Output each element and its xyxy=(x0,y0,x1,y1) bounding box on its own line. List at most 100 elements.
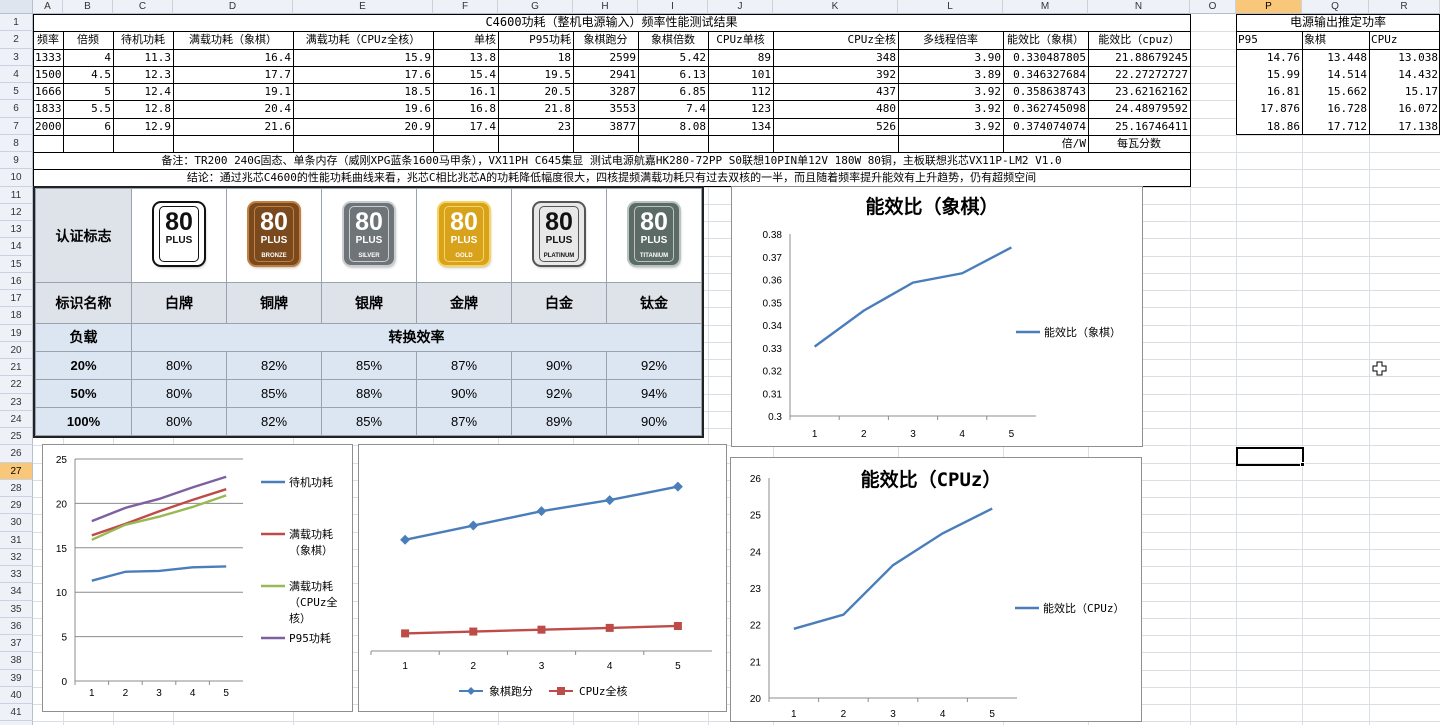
data-cell[interactable]: 348 xyxy=(773,48,898,66)
psu-column-label[interactable]: P95 xyxy=(1236,31,1302,49)
row-header[interactable]: 9 xyxy=(0,152,33,170)
column-header[interactable]: Q xyxy=(1302,0,1369,14)
row-header[interactable]: 28 xyxy=(0,479,33,497)
row-header[interactable]: 30 xyxy=(0,514,33,532)
data-cell[interactable]: 18 xyxy=(498,48,573,66)
data-cell[interactable]: 19.6 xyxy=(293,100,433,118)
column-header[interactable]: R xyxy=(1369,0,1440,14)
psu-cell[interactable]: 13.448 xyxy=(1302,48,1369,66)
psu-cell[interactable]: 15.17 xyxy=(1369,83,1440,101)
psu-cell[interactable]: 17.876 xyxy=(1236,100,1302,118)
psu-column-label[interactable]: CPUz xyxy=(1369,31,1440,49)
data-cell[interactable]: 3553 xyxy=(573,100,638,118)
row-header[interactable]: 18 xyxy=(0,307,33,325)
data-cell[interactable]: 112 xyxy=(708,83,773,101)
row-header[interactable]: 33 xyxy=(0,566,33,584)
column-header[interactable]: L xyxy=(898,0,1003,14)
row-header[interactable]: 11 xyxy=(0,186,33,204)
column-header[interactable]: P xyxy=(1236,0,1302,14)
column-label[interactable]: CPUz全核 xyxy=(773,31,898,49)
unit-label[interactable]: 倍/W xyxy=(1003,134,1088,152)
row-header[interactable]: 5 xyxy=(0,83,33,101)
column-label[interactable]: 象棋倍数 xyxy=(638,31,708,49)
data-cell[interactable]: 3877 xyxy=(573,117,638,135)
data-cell[interactable]: 89 xyxy=(708,48,773,66)
data-cell[interactable]: 11.3 xyxy=(113,48,173,66)
row-header[interactable]: 35 xyxy=(0,600,33,618)
row-header[interactable]: 32 xyxy=(0,548,33,566)
psu-cell[interactable]: 16.81 xyxy=(1236,83,1302,101)
data-cell[interactable]: 8.08 xyxy=(638,117,708,135)
data-cell[interactable]: 17.4 xyxy=(433,117,498,135)
row-header[interactable]: 1 xyxy=(0,14,33,32)
data-cell[interactable]: 16.4 xyxy=(173,48,293,66)
column-header[interactable]: C xyxy=(113,0,173,14)
data-cell[interactable]: 3.90 xyxy=(898,48,1003,66)
column-header[interactable]: J xyxy=(708,0,773,14)
row-header[interactable]: 25 xyxy=(0,428,33,446)
row-header[interactable]: 8 xyxy=(0,134,33,152)
row-header[interactable]: 15 xyxy=(0,255,33,273)
row-header[interactable]: 6 xyxy=(0,100,33,118)
column-label[interactable]: 频率 xyxy=(33,31,63,49)
data-cell[interactable]: 20.9 xyxy=(293,117,433,135)
psu-cell[interactable]: 17.138 xyxy=(1369,117,1440,135)
data-cell[interactable]: 3.89 xyxy=(898,65,1003,83)
data-cell[interactable]: 134 xyxy=(708,117,773,135)
column-label[interactable]: 象棋跑分 xyxy=(573,31,638,49)
data-cell[interactable]: 123 xyxy=(708,100,773,118)
column-label[interactable]: 能效比（象棋） xyxy=(1003,31,1088,49)
row-header[interactable]: 4 xyxy=(0,65,33,83)
data-cell[interactable]: 5.5 xyxy=(63,100,113,118)
data-cell[interactable]: 1500 xyxy=(33,65,63,83)
row-header[interactable]: 20 xyxy=(0,341,33,359)
row-header[interactable]: 29 xyxy=(0,497,33,515)
sheet-title[interactable]: C4600功耗（整机电源输入）频率性能测试结果 xyxy=(33,14,1190,32)
column-header[interactable]: B xyxy=(63,0,113,14)
row-header[interactable]: 21 xyxy=(0,359,33,377)
data-cell[interactable]: 16.1 xyxy=(433,83,498,101)
selected-cell[interactable] xyxy=(1236,447,1304,466)
data-cell[interactable]: 2941 xyxy=(573,65,638,83)
row-header[interactable]: 24 xyxy=(0,410,33,428)
column-header[interactable]: M xyxy=(1003,0,1088,14)
data-cell[interactable]: 20.4 xyxy=(173,100,293,118)
psu-cell[interactable]: 14.514 xyxy=(1302,65,1369,83)
column-header[interactable]: A xyxy=(33,0,63,14)
row-header[interactable]: 19 xyxy=(0,324,33,342)
chart-efficiency-xiangqi[interactable]: 能效比（象棋） 0.38 0.37 0.36 0.35 0.34 0.33 0.32 0.31 0… xyxy=(731,186,1143,447)
data-cell[interactable]: 392 xyxy=(773,65,898,83)
data-cell[interactable]: 1333 xyxy=(33,48,63,66)
row-header[interactable]: 26 xyxy=(0,445,33,463)
data-cell[interactable]: 0.358638743 xyxy=(1003,83,1088,101)
row-header[interactable]: 40 xyxy=(0,686,33,704)
column-label[interactable]: CPUz单核 xyxy=(708,31,773,49)
row-header[interactable]: 22 xyxy=(0,376,33,394)
data-cell[interactable]: 24.48979592 xyxy=(1088,100,1190,118)
column-header[interactable]: H xyxy=(573,0,638,14)
data-cell[interactable]: 17.7 xyxy=(173,65,293,83)
data-cell[interactable]: 22.27272727 xyxy=(1088,65,1190,83)
chart-score-comparison[interactable]: 1 2 3 4 5 象棋跑分 CPUz全核 xyxy=(358,444,727,712)
row-header[interactable]: 38 xyxy=(0,652,33,670)
data-cell[interactable]: 1666 xyxy=(33,83,63,101)
row-header[interactable]: 12 xyxy=(0,203,33,221)
column-header[interactable]: G xyxy=(498,0,573,14)
data-cell[interactable]: 1833 xyxy=(33,100,63,118)
row-header[interactable]: 39 xyxy=(0,669,33,687)
column-header[interactable]: N xyxy=(1088,0,1190,14)
data-cell[interactable]: 3.92 xyxy=(898,117,1003,135)
row-header[interactable]: 17 xyxy=(0,290,33,308)
row-header[interactable]: 37 xyxy=(0,635,33,653)
column-label[interactable]: 能效比（cpuz） xyxy=(1088,31,1190,49)
row-header[interactable]: 2 xyxy=(0,31,33,49)
row-header[interactable]: 42 xyxy=(0,721,33,725)
row-header[interactable]: 34 xyxy=(0,583,33,601)
data-cell[interactable]: 19.1 xyxy=(173,83,293,101)
conclusion-cell[interactable]: 结论：通过兆芯C4600的性能功耗曲线来看，兆芯C相比兆芯A的功耗降低幅度很大，… xyxy=(33,169,1190,187)
data-cell[interactable]: 2000 xyxy=(33,117,63,135)
data-cell[interactable]: 16.8 xyxy=(433,100,498,118)
column-label[interactable]: 满载功耗（CPUz全核） xyxy=(293,31,433,49)
data-cell[interactable]: 23 xyxy=(498,117,573,135)
data-cell[interactable]: 15.4 xyxy=(433,65,498,83)
